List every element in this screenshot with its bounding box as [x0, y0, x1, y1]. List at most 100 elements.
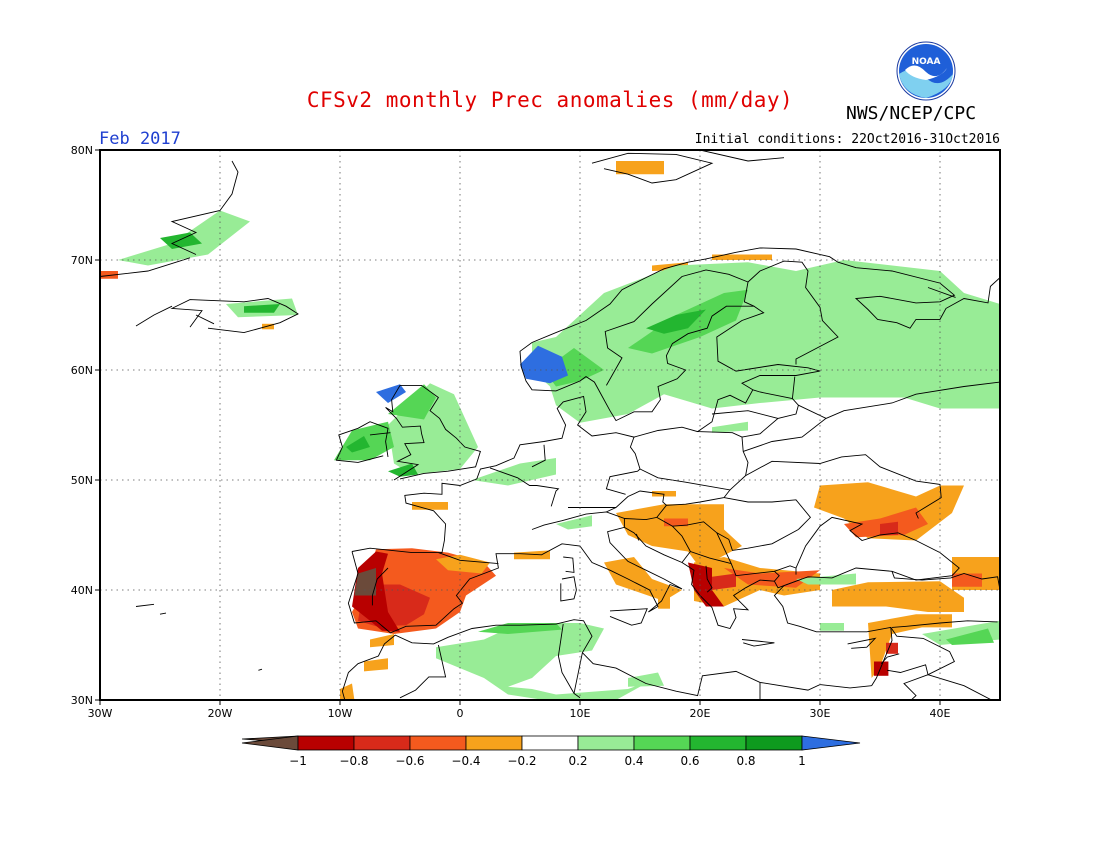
- coastline: [170, 160, 239, 255]
- map-frame: [99, 149, 1001, 701]
- lon-tick-label: 40E: [930, 707, 951, 720]
- colorbar: −1 −0.8 −0.6 −0.4 −0.2 0.2 0.4 0.6 0.8 1: [241, 735, 861, 768]
- colorbar-swatch: [297, 735, 355, 751]
- lon-tick-label: 20W: [208, 707, 233, 720]
- coastline: [745, 454, 942, 519]
- colorbar-tick-label: 1: [798, 754, 806, 768]
- anomaly-region: [832, 581, 964, 612]
- anomaly-region: [844, 507, 928, 538]
- anomaly-region: [100, 271, 118, 279]
- coastline: [605, 436, 641, 495]
- anomaly-region: [712, 421, 748, 433]
- anomaly-region: [886, 642, 898, 654]
- coastline: [560, 576, 577, 602]
- anomaly-region: [370, 634, 394, 648]
- anomaly-region: [388, 384, 436, 420]
- coastline: [591, 152, 714, 184]
- anomaly-fill-layer: [100, 161, 1000, 700]
- anomaly-region: [868, 614, 952, 678]
- lon-tick-label: 20E: [690, 707, 711, 720]
- coastline: [723, 497, 812, 530]
- anomaly-region: [556, 515, 592, 530]
- anomaly-region: [160, 232, 202, 249]
- colorbar-swatch: [577, 735, 635, 751]
- coastline: [903, 674, 929, 700]
- colorbar-high-arrow: [801, 735, 861, 751]
- colorbar-tick-label: −0.4: [451, 754, 480, 768]
- anomaly-region: [436, 554, 490, 574]
- coastline: [341, 619, 872, 700]
- colorbar-tick-label: 0.6: [680, 754, 699, 768]
- coastline: [347, 516, 960, 634]
- lon-tick-label: 0: [457, 707, 464, 720]
- coastline: [399, 644, 447, 699]
- anomaly-region: [652, 491, 676, 497]
- lat-tick-label: 50N: [71, 474, 93, 487]
- lon-tick-label: 30E: [810, 707, 831, 720]
- anomaly-region: [604, 557, 682, 601]
- coastline: [563, 556, 575, 573]
- coastline: [606, 490, 668, 521]
- coastline: [705, 565, 713, 593]
- forecast-period: Feb 2017: [99, 129, 181, 149]
- coastline: [195, 314, 215, 325]
- coastline: [887, 627, 955, 676]
- lat-tick-label: 80N: [71, 144, 93, 157]
- anomaly-region: [616, 161, 664, 175]
- anomaly-region: [436, 623, 652, 700]
- anomaly-region: [820, 623, 844, 631]
- anomaly-region: [478, 623, 562, 634]
- coastline: [741, 639, 775, 647]
- colorbar-swatch: [745, 735, 803, 751]
- anomaly-region: [880, 521, 898, 535]
- coastline: [880, 653, 900, 665]
- coastline: [656, 517, 799, 551]
- agency-label: NWS/NCEP/CPC: [846, 103, 977, 124]
- anomaly-region: [388, 463, 418, 477]
- coastline: [609, 608, 648, 626]
- coastline: [531, 444, 546, 468]
- anomaly-region: [814, 482, 964, 541]
- anomaly-region: [874, 661, 889, 676]
- coastline: [847, 637, 877, 649]
- coastline: [711, 410, 779, 419]
- anomaly-region: [712, 254, 772, 260]
- anomaly-region: [514, 550, 550, 560]
- anomaly-region: [952, 573, 982, 587]
- anomaly-region: [354, 568, 376, 596]
- coastline: [773, 578, 893, 686]
- colorbar-swatch: [409, 735, 467, 751]
- anomaly-region: [364, 658, 388, 672]
- anomaly-region: [376, 384, 406, 403]
- anomaly-region: [616, 504, 742, 568]
- colorbar-tick-label: −0.8: [339, 754, 368, 768]
- anomaly-region: [796, 573, 856, 585]
- coastline: [639, 431, 749, 491]
- anomaly-region: [520, 345, 568, 384]
- coastline: [774, 570, 780, 582]
- lat-tick-label: 60N: [71, 364, 93, 377]
- colorbar-tick-label: 0.2: [568, 754, 587, 768]
- coastline: [280, 713, 298, 716]
- coastline: [351, 247, 1000, 554]
- colorbar-swatch: [353, 735, 411, 751]
- coastline: [371, 567, 389, 606]
- colorbar-tick-label: −0.6: [395, 754, 424, 768]
- lon-tick-label: 10E: [570, 707, 591, 720]
- colorbar-swatch: [465, 735, 523, 751]
- anomaly-region: [532, 260, 1000, 423]
- chart-title: CFSv2 monthly Prec anomalies (mm/day): [306, 88, 794, 112]
- colorbar-tick-label: −0.2: [507, 754, 536, 768]
- coastline: [385, 384, 481, 481]
- lat-tick-label: 40N: [71, 584, 93, 597]
- coastline: [927, 287, 956, 298]
- coastline: [635, 533, 640, 541]
- coastline: [438, 552, 499, 565]
- coastline: [743, 404, 827, 452]
- svg-text:NOAA: NOAA: [912, 57, 941, 67]
- coastline: [825, 381, 1000, 419]
- coastline: [747, 260, 839, 365]
- lat-tick-label: 30N: [71, 694, 93, 707]
- lat-tick-label: 70N: [71, 254, 93, 267]
